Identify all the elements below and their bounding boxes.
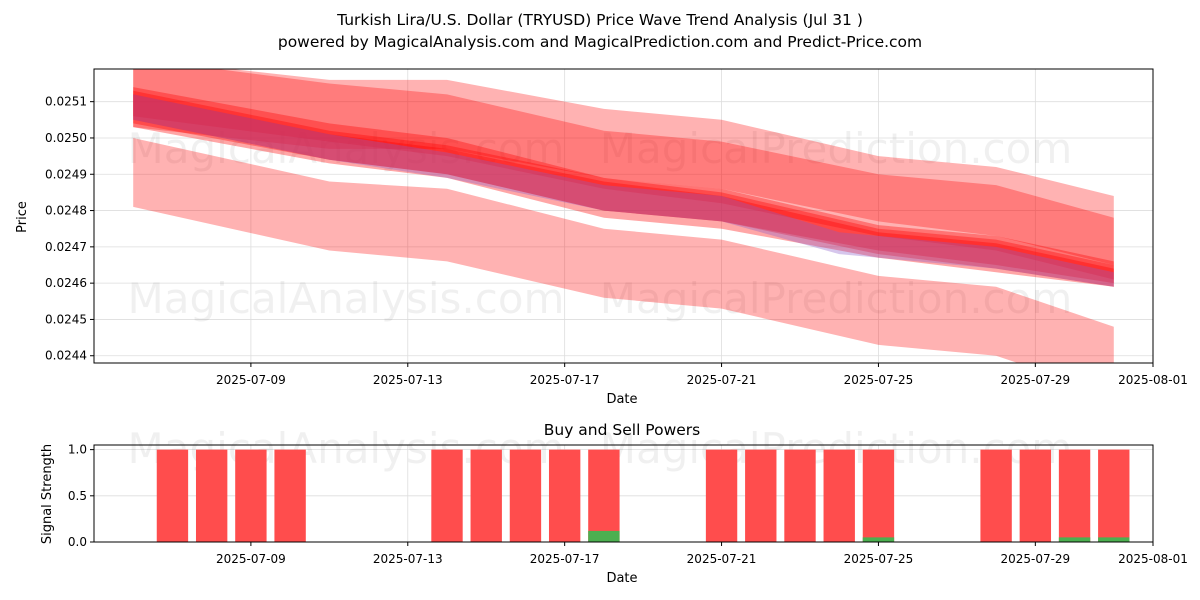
signal-x-tick-label: 2025-07-17	[530, 552, 600, 566]
price-bands	[133, 69, 1114, 363]
watermark-analysis-1: MagicalAnalysis.com	[128, 124, 565, 173]
sell-bar	[784, 449, 816, 542]
signal-x-ticks: 2025-07-09 2025-07-13 2025-07-17 2025-07-21…	[216, 542, 1188, 566]
chart-title-line2: powered by MagicalAnalysis.com and Magic…	[278, 33, 922, 51]
sell-bar	[431, 449, 463, 542]
buy-bar	[1098, 537, 1130, 542]
price-y-tick-label: 0.0244	[45, 349, 87, 363]
watermark-prediction-2: MagicalPrediction.com	[600, 274, 1073, 323]
watermark-prediction-1: MagicalPrediction.com	[600, 124, 1073, 173]
price-x-axis-title: Date	[606, 392, 637, 407]
sell-bar	[470, 449, 502, 542]
price-chart: MagicalAnalysis.com MagicalPrediction.co…	[15, 68, 1188, 407]
sell-bar	[274, 449, 306, 542]
sell-bar	[1019, 449, 1052, 542]
buy-bar	[588, 530, 620, 542]
signal-y-axis-title: Signal Strength	[40, 444, 55, 544]
price-wave-band	[133, 69, 1114, 265]
sell-bar	[862, 449, 895, 542]
sell-bar	[509, 449, 542, 542]
sell-bar	[1098, 449, 1130, 542]
sell-bar	[588, 449, 620, 542]
sell-bar	[548, 449, 581, 542]
price-wave-band	[133, 90, 1114, 287]
price-y-axis-title: Price	[15, 201, 30, 233]
price-y-tick-label: 0.0251	[45, 95, 87, 109]
price-y-tick-label: 0.0249	[45, 167, 87, 181]
price-x-tick-label: 2025-08-01	[1118, 373, 1188, 387]
price-x-tick-label: 2025-07-25	[844, 373, 914, 387]
price-x-ticks: 2025-07-09 2025-07-13 2025-07-17 2025-07-21…	[216, 363, 1188, 387]
signal-x-axis-title: Date	[606, 571, 637, 586]
price-y-tick-label: 0.0250	[45, 131, 87, 145]
signal-x-tick-label: 2025-07-25	[844, 552, 914, 566]
price-x-tick-label: 2025-07-09	[216, 373, 286, 387]
signal-y-ticks: 0.0 0.5 1.0	[68, 443, 94, 549]
price-x-tick-label: 2025-07-29	[1000, 373, 1070, 387]
signal-bars	[156, 449, 1130, 542]
watermark-analysis-2: MagicalAnalysis.com	[128, 274, 565, 323]
price-y-ticks: 0.0244 0.0245 0.0246 0.0247 0.0248 0.0249 0.02…	[45, 95, 94, 363]
signal-x-tick-label: 2025-07-29	[1000, 552, 1070, 566]
sell-bar	[823, 449, 855, 542]
price-wave-band	[133, 87, 1114, 287]
sell-bar	[745, 449, 777, 542]
sell-bar	[980, 449, 1012, 542]
signal-x-tick-label: 2025-07-21	[687, 552, 757, 566]
price-watermarks: MagicalAnalysis.com MagicalPrediction.co…	[128, 124, 1073, 323]
signal-x-tick-label: 2025-08-01	[1118, 552, 1188, 566]
buy-bar	[862, 537, 895, 542]
sell-bar	[195, 449, 228, 542]
price-plot-frame	[93, 68, 1154, 364]
signal-chart: Buy and Sell Powers MagicalAnalysis.com …	[40, 421, 1188, 586]
sell-bar	[235, 449, 267, 542]
signal-chart-title: Buy and Sell Powers	[544, 421, 701, 439]
sell-bar	[1058, 449, 1091, 542]
signal-x-tick-label: 2025-07-13	[373, 552, 443, 566]
price-y-tick-label: 0.0248	[45, 204, 87, 218]
price-x-tick-label: 2025-07-17	[530, 373, 600, 387]
chart-title-line1: Turkish Lira/U.S. Dollar (TRYUSD) Price …	[336, 11, 863, 29]
price-y-tick-label: 0.0247	[45, 240, 87, 254]
sell-bar	[705, 449, 738, 542]
signal-y-tick-label: 1.0	[68, 443, 87, 457]
buy-bar	[1058, 537, 1091, 542]
signal-y-tick-label: 0.0	[68, 535, 87, 549]
price-grid	[94, 69, 1154, 363]
price-x-tick-label: 2025-07-21	[687, 373, 757, 387]
signal-x-tick-label: 2025-07-09	[216, 552, 286, 566]
signal-y-tick-label: 0.5	[68, 489, 87, 503]
price-wave-band	[133, 94, 1114, 284]
signal-plot-frame	[93, 444, 1154, 543]
price-y-tick-label: 0.0245	[45, 312, 87, 326]
price-wave-band-purple	[133, 94, 1114, 287]
price-y-tick-label: 0.0246	[45, 276, 87, 290]
price-wave-band	[133, 138, 1114, 363]
sell-bar	[156, 449, 189, 542]
price-x-tick-label: 2025-07-13	[373, 373, 443, 387]
price-wave-band	[133, 69, 1114, 280]
